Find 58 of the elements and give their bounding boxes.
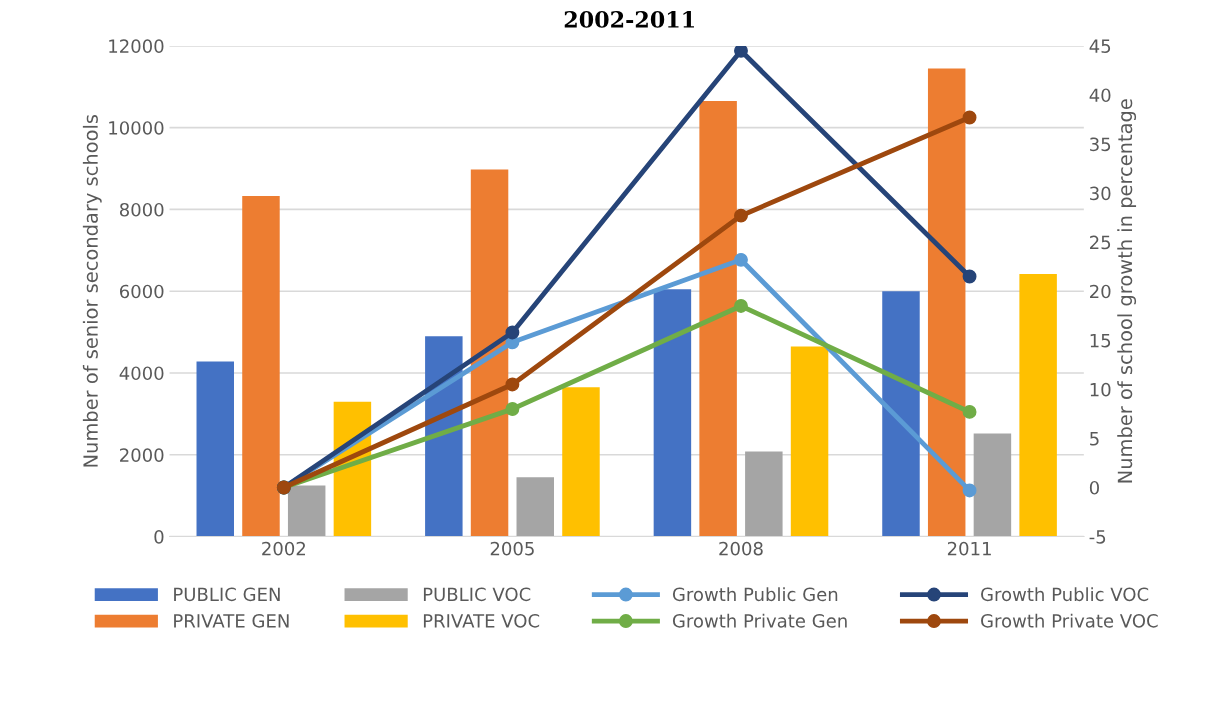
legend-label: Growth Public Gen — [672, 587, 838, 602]
y2-tick-label: 15 — [1090, 333, 1111, 348]
y2-tick-label: 25 — [1090, 235, 1111, 250]
bar — [973, 433, 1012, 537]
y2-tick-label: 0 — [1089, 480, 1099, 495]
y-axis-title: Number of senior secondary schools — [82, 114, 102, 467]
y-tick-label: 0 — [154, 530, 164, 544]
y2-tick-label: -5 — [1089, 530, 1106, 544]
legend-label: Growth Private Gen — [672, 613, 847, 628]
point — [734, 298, 748, 313]
x-tick-label: 2008 — [719, 541, 763, 556]
point — [734, 45, 748, 58]
point — [962, 269, 977, 284]
point — [734, 252, 748, 267]
bar — [287, 485, 326, 537]
y-tick-label: 12000 — [109, 39, 164, 54]
bar — [927, 68, 966, 537]
point — [505, 325, 520, 340]
point — [962, 483, 977, 498]
point — [962, 404, 977, 419]
y2-tick-label: 20 — [1090, 284, 1111, 299]
legend-label: PRIVATE GEN — [174, 613, 289, 628]
chart-title: 2002-2011 — [564, 10, 694, 28]
y-tick-label: 4000 — [119, 366, 164, 381]
y-tick-label: 10000 — [109, 121, 164, 135]
legend-label: PRIVATE VOC — [423, 613, 540, 628]
legend-label: PUBLIC GEN — [174, 587, 280, 602]
legend-label: PUBLIC VOC — [423, 587, 531, 602]
legend-label: Growth Private VOC — [981, 613, 1158, 628]
y-tick-label: 6000 — [119, 284, 164, 299]
point — [505, 402, 520, 416]
bar — [196, 361, 234, 537]
bar — [516, 477, 555, 537]
point — [734, 208, 748, 223]
x-tick-label: 2011 — [947, 541, 991, 556]
bar — [562, 387, 600, 537]
bar — [470, 169, 509, 537]
bar — [653, 289, 692, 537]
bar — [699, 101, 737, 537]
point — [962, 110, 977, 125]
x-tick-label: 2005 — [490, 541, 534, 556]
x-tick-label: 2002 — [262, 541, 305, 556]
y2-tick-label: 5 — [1090, 432, 1099, 446]
legend-label: Growth Public VOC — [981, 587, 1149, 602]
point — [505, 377, 520, 392]
y2-tick-label: 45 — [1089, 39, 1111, 54]
bar — [745, 451, 783, 537]
y2-tick-label: 40 — [1089, 88, 1111, 103]
bar — [1019, 274, 1057, 537]
y-tick-label: 2000 — [120, 448, 164, 462]
y2-tick-label: 10 — [1090, 382, 1111, 397]
y2-tick-label: 35 — [1090, 137, 1111, 152]
y2-axis-title: Number of school growth in percentage — [1117, 99, 1137, 483]
y-tick-label: 8000 — [119, 202, 164, 217]
bar — [790, 346, 829, 537]
bar — [242, 195, 280, 537]
y2-tick-label: 30 — [1090, 186, 1111, 201]
bar — [882, 291, 920, 537]
